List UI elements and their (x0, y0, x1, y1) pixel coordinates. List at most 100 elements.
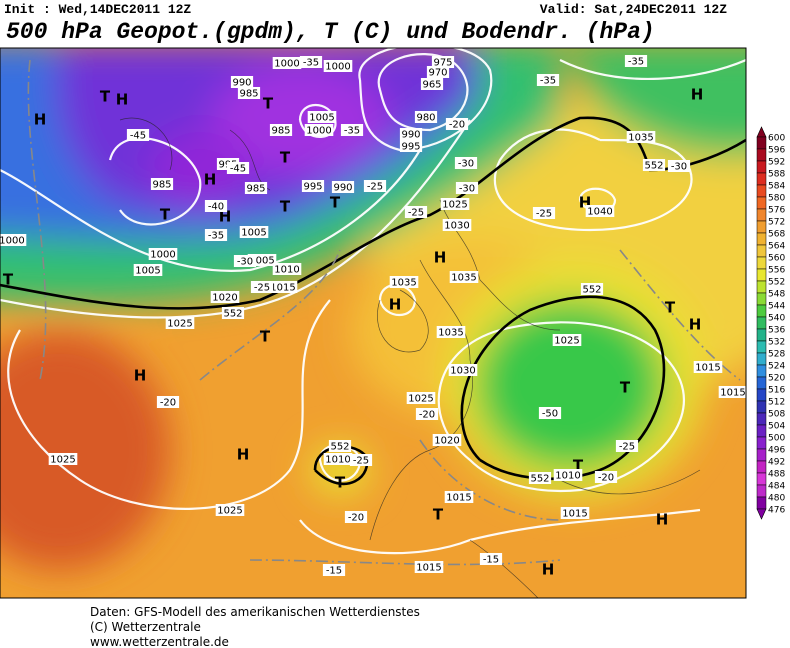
contour-label: 552 (330, 442, 349, 453)
contour-label: -30 (459, 184, 475, 195)
contour-label: -25 (254, 283, 270, 294)
contour-label: 1025 (408, 394, 433, 405)
scale-cell (756, 244, 767, 258)
contour-label: 990 (333, 183, 352, 194)
scale-label: 600 (768, 134, 785, 144)
pressure-center: H (134, 367, 147, 385)
scale-cell (756, 460, 767, 474)
label-box (538, 407, 562, 419)
label-box (528, 472, 552, 484)
label-box (399, 128, 423, 140)
scale-label: 544 (768, 302, 785, 312)
label-box (215, 504, 245, 516)
scale-cell (756, 184, 767, 198)
contour-label: -50 (542, 409, 558, 420)
pressure-center: T (3, 271, 14, 289)
label-box (532, 207, 556, 219)
label-box (448, 364, 478, 376)
contour-label: 1000 (150, 250, 175, 261)
label-box (244, 182, 268, 194)
contour-label: -30 (458, 159, 474, 170)
pressure-center: H (389, 296, 402, 314)
contour-label: 1000 (0, 236, 25, 247)
scale-cell (756, 412, 767, 426)
pressure-center: H (656, 511, 669, 529)
scale-label: 536 (768, 326, 785, 336)
contour-label: 552 (582, 285, 601, 296)
label-box (667, 160, 691, 172)
scale-cell (756, 388, 767, 402)
contour-label: 980 (416, 113, 435, 124)
contour-label: -35 (540, 76, 556, 87)
label-box (230, 76, 254, 88)
contour-label: 985 (246, 184, 265, 195)
contour-label: -30 (671, 162, 687, 173)
scale-label: 568 (768, 230, 785, 240)
label-box (449, 271, 479, 283)
color-scale: 600 596 592 588 584 580 576 572 568 564 560 556 552 5… (756, 126, 785, 520)
contour-label: 985 (239, 89, 258, 100)
label-box (272, 57, 302, 69)
pressure-center: T (433, 506, 444, 524)
label-box (250, 281, 274, 293)
pressure-center: T (263, 95, 274, 113)
label-box (349, 454, 373, 466)
label-box (156, 396, 180, 408)
scale-label: 520 (768, 374, 785, 384)
scale-label: 492 (768, 458, 785, 468)
scale-label: 560 (768, 254, 785, 264)
label-box (560, 507, 590, 519)
scale-label: 552 (768, 278, 785, 288)
contour-label: -45 (130, 131, 146, 142)
label-box (436, 326, 466, 338)
label-box (626, 131, 656, 143)
label-box (432, 434, 462, 446)
label-box (148, 248, 178, 260)
label-box (272, 263, 302, 275)
label-box (426, 66, 450, 78)
contour-label: -35 (344, 126, 360, 137)
label-box (307, 111, 337, 123)
label-box (126, 129, 150, 141)
scale-label: 532 (768, 338, 785, 348)
scale-cell (756, 316, 767, 330)
scale-cell (756, 304, 767, 318)
scale-label: 572 (768, 218, 785, 228)
contour-label: 965 (422, 80, 441, 91)
scale-cell (756, 364, 767, 378)
footer-line: www.wetterzentrale.de (90, 635, 229, 648)
contour-label: 990 (401, 130, 420, 141)
pressure-center: T (260, 328, 271, 346)
scale-cell (756, 484, 767, 498)
label-box (344, 511, 368, 523)
pressure-center: T (573, 457, 584, 475)
scale-cell (756, 232, 767, 246)
scale-cell (756, 424, 767, 438)
label-box (415, 408, 439, 420)
label-box (642, 159, 666, 171)
contour-label: -25 (408, 208, 424, 219)
label-box (268, 281, 298, 293)
scale-cell (756, 172, 767, 186)
label-box (455, 182, 479, 194)
contour-label: 1020 (212, 293, 237, 304)
scale-cell (756, 208, 767, 222)
label-box (221, 307, 245, 319)
label-box (204, 200, 228, 212)
scale-cell (756, 328, 767, 342)
contour-label: 995 (401, 142, 420, 153)
label-box (237, 87, 261, 99)
label-box (404, 206, 428, 218)
contour-label: 1040 (587, 207, 612, 218)
label-box (624, 55, 648, 67)
contour-label: -35 (208, 231, 224, 242)
contour-label: 1015 (446, 493, 471, 504)
pressure-center: T (330, 194, 341, 212)
scale-label: 488 (768, 470, 785, 480)
pressure-center: H (691, 86, 704, 104)
pressure-center: T (620, 379, 631, 397)
contour-label: -15 (483, 555, 499, 566)
scale-label: 588 (768, 170, 785, 180)
